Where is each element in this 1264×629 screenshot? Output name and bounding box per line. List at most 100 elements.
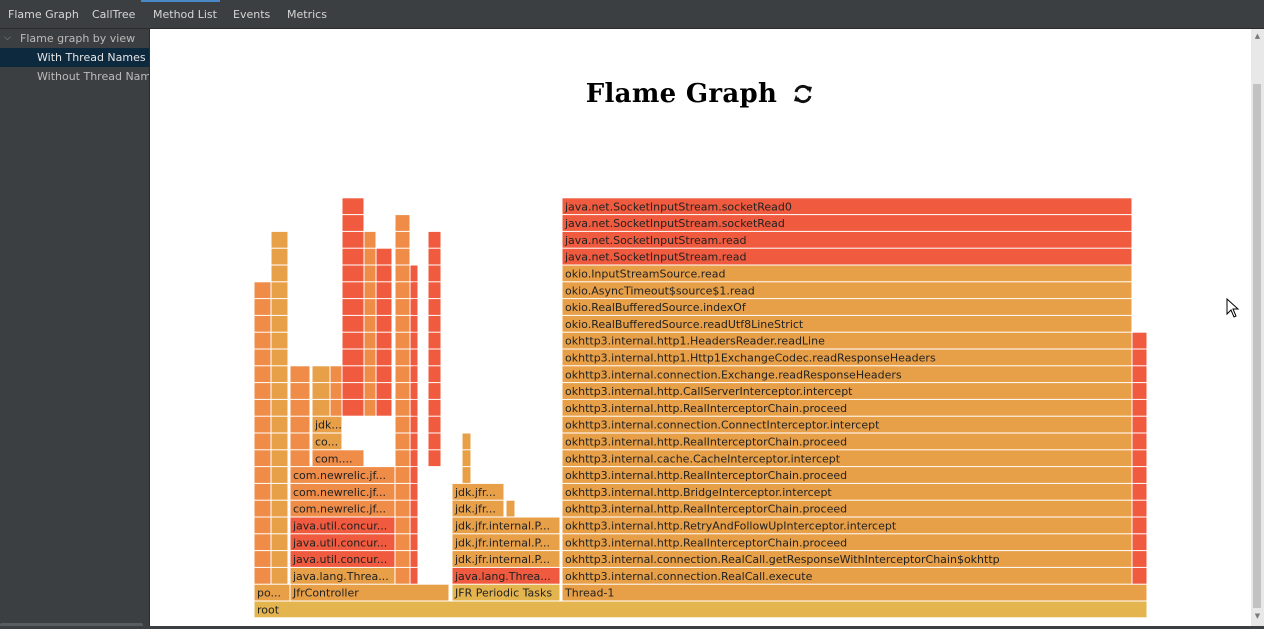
flame-frame-cell[interactable] [364,349,376,366]
flame-frame-cell[interactable] [364,332,376,349]
flame-frame-cell[interactable] [395,231,410,248]
flame-frame-cell[interactable] [330,366,342,383]
flame-frame-cell[interactable] [395,215,410,231]
flame-frame-cell[interactable] [428,315,441,332]
flame-frame-cell[interactable] [271,265,288,282]
tree-node-with-thread-names[interactable]: With Thread Names [0,48,149,67]
flame-frame-cell[interactable] [428,383,441,399]
flame-frame-cell[interactable] [271,299,288,315]
tab-events[interactable]: Events [233,8,271,21]
flame-frame-cell[interactable] [364,315,376,332]
flame-frame-rect[interactable] [290,517,395,534]
flame-frame[interactable]: java.lang.Threa... [452,567,560,584]
tree-node-without-thread-names[interactable]: Without Thread Names [0,67,149,86]
tab-calltree[interactable]: CallTree [92,8,136,21]
flame-frame-cell[interactable] [254,433,271,450]
flame-frame-cell[interactable] [364,383,376,399]
flame-frame-cell[interactable] [395,467,410,483]
flame-frame-rect[interactable] [312,416,342,433]
tab-flame-graph[interactable]: Flame Graph [8,8,79,21]
flame-frame-rect[interactable] [452,483,504,500]
flame-frame[interactable]: java.net.SocketInputStream.read [562,231,1132,248]
flame-frame-rect[interactable] [562,332,1132,349]
flame-frame[interactable]: java.net.SocketInputStream.read [562,248,1132,265]
flame-frame-cell[interactable] [395,383,410,399]
flame-frame-cell[interactable] [342,282,364,299]
flame-frame-cell[interactable] [376,366,392,383]
flame-frame-cell[interactable] [271,567,288,584]
flame-frame-cell[interactable] [1132,450,1147,467]
flame-frame-cell[interactable] [395,450,410,467]
flame-frame-cell[interactable] [428,433,441,450]
flame-frame-cell[interactable] [1132,551,1147,567]
tab-metrics[interactable]: Metrics [287,8,327,21]
flame-frame[interactable]: okhttp3.internal.cache.CacheInterceptor.… [562,450,1132,467]
flame-frame-cell[interactable] [376,299,392,315]
flame-frame[interactable]: java.net.SocketInputStream.socketRead [562,215,1132,231]
flame-frame-rect[interactable] [312,450,364,467]
flame-frame-cell[interactable] [1132,500,1147,517]
flame-frame[interactable]: java.lang.Threa... [290,567,395,584]
flame-frame-cell[interactable] [395,282,410,299]
flame-frame-cell[interactable] [254,500,271,517]
flame-frame-cell[interactable] [412,315,418,332]
flame-frame-cell[interactable] [412,416,418,433]
flame-frame-rect[interactable] [562,315,1132,332]
flame-frame-cell[interactable] [271,383,288,399]
flame-frame-cell[interactable] [412,282,418,299]
flame-frame-cell[interactable] [364,299,376,315]
flame-frame-cell[interactable] [254,551,271,567]
flame-frame-cell[interactable] [395,366,410,383]
flame-frame-cell[interactable] [342,349,364,366]
flame-frame-rect[interactable] [562,349,1132,366]
flame-frame-cell[interactable] [1132,332,1147,349]
flame-frame-cell[interactable] [342,248,364,265]
flame-frame-cell[interactable] [254,383,271,399]
flame-frame-cell[interactable] [506,500,515,517]
flame-frame[interactable]: okhttp3.internal.http1.HeadersReader.rea… [562,332,1132,349]
flame-frame-cell[interactable] [412,299,418,315]
flame-frame[interactable]: JFR Periodic Tasks [452,584,560,601]
flame-frame[interactable]: okhttp3.internal.connection.ConnectInter… [562,416,1132,433]
flame-frame-cell[interactable] [395,248,410,265]
flame-frame[interactable]: okio.RealBufferedSource.readUtf8LineStri… [562,315,1132,332]
flame-frame-cell[interactable] [410,551,418,567]
flame-frame-cell[interactable] [412,450,418,467]
flame-frame-cell[interactable] [271,483,288,500]
flame-frame-rect[interactable] [562,500,1132,517]
flame-frame-rect[interactable] [562,265,1132,282]
refresh-icon[interactable] [792,83,814,109]
flame-frame[interactable]: java.util.concur... [290,551,395,567]
flame-frame-cell[interactable] [254,483,271,500]
flame-frame[interactable]: okhttp3.internal.http.RealInterceptorCha… [562,534,1132,551]
flame-frame[interactable]: jdk.jfr.internal.P... [452,534,560,551]
flame-frame-cell[interactable] [410,567,418,584]
flame-frame-cell[interactable] [290,383,310,399]
flame-frame[interactable]: okhttp3.internal.http.RealInterceptorCha… [562,467,1132,483]
flame-frame-cell[interactable] [290,399,310,416]
flame-frame[interactable]: okio.AsyncTimeout$source$1.read [562,282,1132,299]
flame-frame-cell[interactable] [395,332,410,349]
flame-frame[interactable]: java.util.concur... [290,517,395,534]
flame-frame-cell[interactable] [428,282,441,299]
flame-frame-cell[interactable] [395,517,410,534]
flame-frame-cell[interactable] [376,265,392,282]
flame-frame-cell[interactable] [342,215,364,231]
flame-frame-cell[interactable] [428,231,441,248]
flame-frame-cell[interactable] [254,567,271,584]
flame-frame-cell[interactable] [395,349,410,366]
flame-frame-cell[interactable] [412,483,418,500]
flame-frame[interactable]: com.newrelic.jf... [290,467,395,483]
flame-frame[interactable]: jdk.jfr.internal.P... [452,551,560,567]
tree-node-flame-graph-by-view[interactable]: ⌵ Flame graph by view [0,29,149,48]
flame-frame-cell[interactable] [342,366,364,383]
flame-frame-rect[interactable] [562,584,1147,601]
flame-frame-cell[interactable] [410,534,418,551]
flame-frame-cell[interactable] [428,299,441,315]
flame-frame-cell[interactable] [254,349,271,366]
flame-frame-cell[interactable] [428,332,441,349]
flame-frame-rect[interactable] [290,483,395,500]
flame-frame-cell[interactable] [271,551,288,567]
flame-frame-rect[interactable] [290,467,395,483]
flame-frame-cell[interactable] [271,416,288,433]
